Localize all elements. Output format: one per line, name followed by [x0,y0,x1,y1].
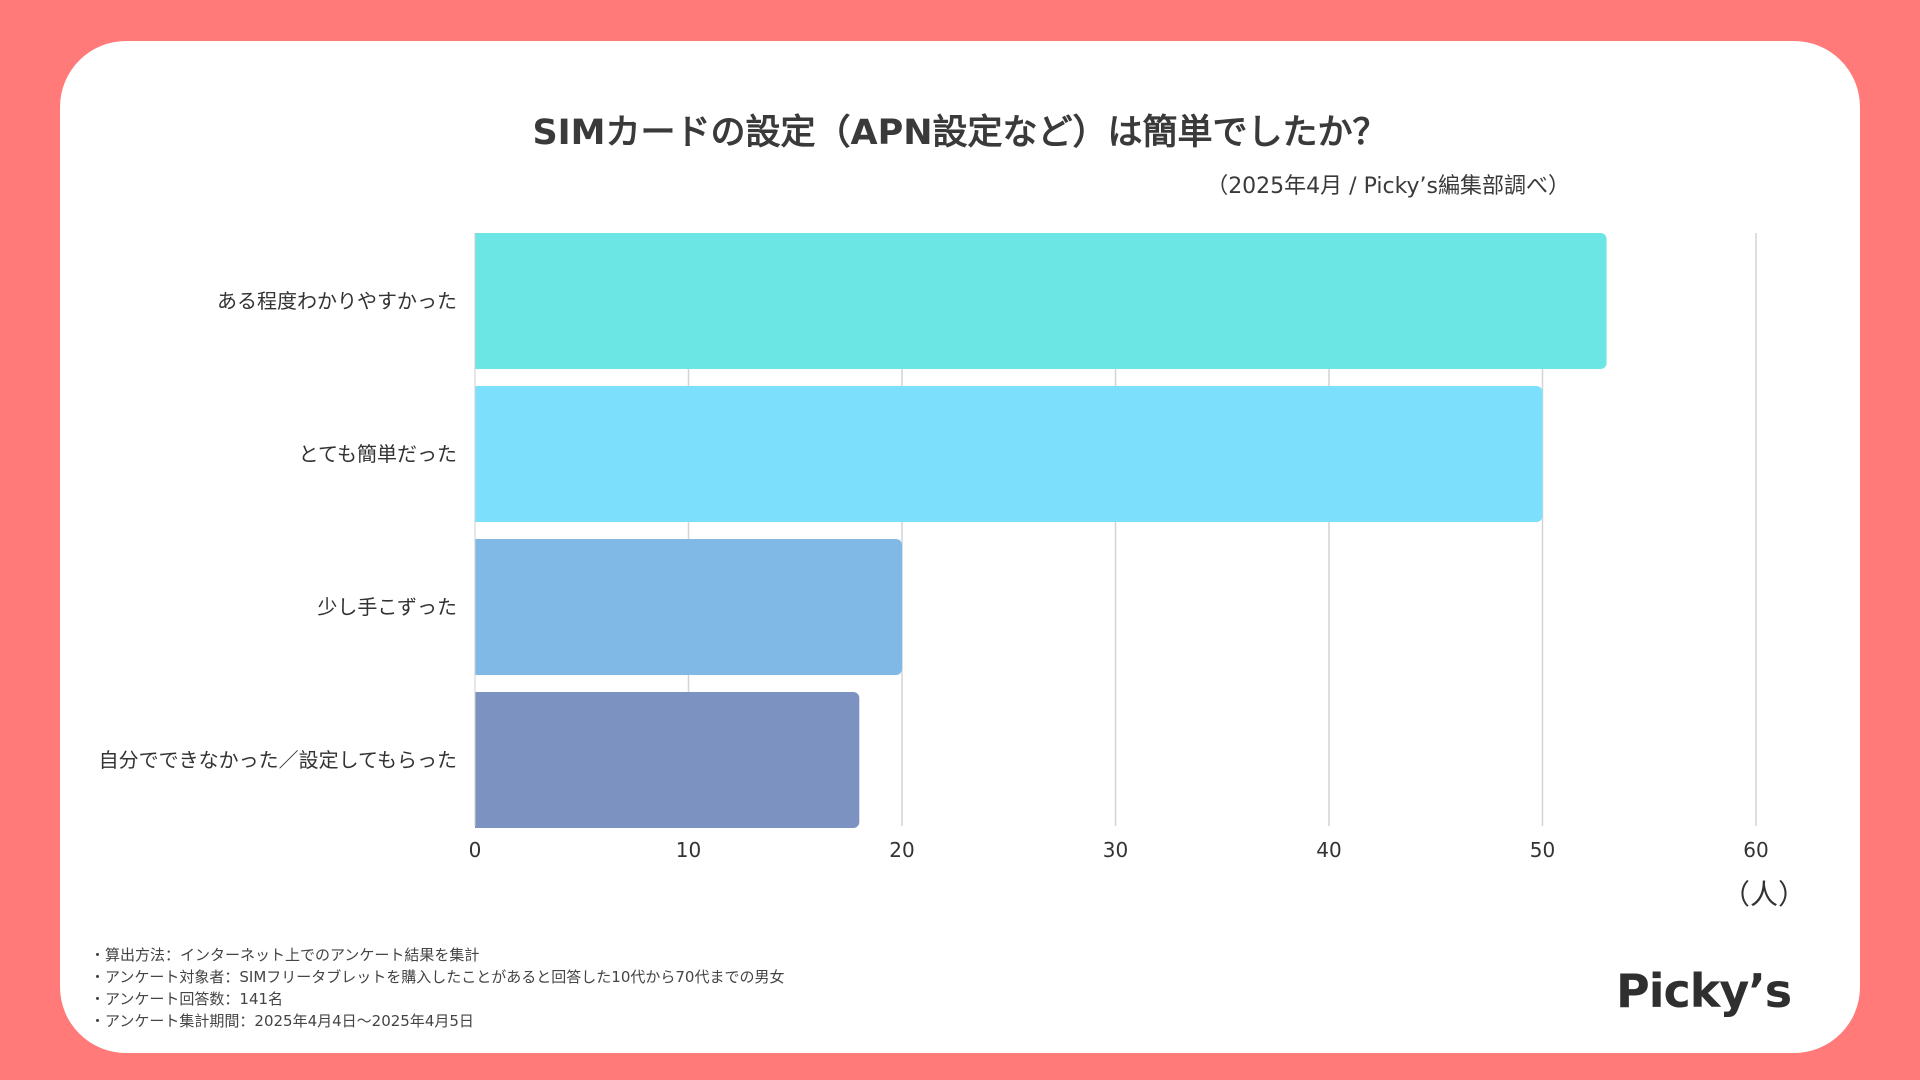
bar-1 [475,233,1607,369]
x-tick-label-0: 0 [469,838,482,862]
category-label-4: 自分でできなかった／設定してもらった [99,748,457,772]
chart-card [60,41,1860,1053]
bar-4-base [475,692,483,828]
category-label-2: とても簡単だった [299,442,457,466]
note-count: ・アンケート回答数：141名 [90,990,284,1008]
category-label-3: 少し手こずった [317,595,457,619]
x-axis-unit-label: （人） [1722,878,1807,911]
x-tick-label-40: 40 [1316,838,1341,862]
pickys-logo: Picky’s [1616,964,1792,1018]
x-tick-label-10: 10 [676,838,701,862]
bar-4 [475,692,860,828]
bar-3-base [475,539,483,675]
x-tick-label-30: 30 [1103,838,1128,862]
note-target: ・アンケート対象者：SIMフリータブレットを購入したことがあると回答した10代か… [90,968,785,986]
category-label-1: ある程度わかりやすかった [217,289,457,313]
note-period: ・アンケート集計期間：2025年4月4日〜2025年4月5日 [90,1012,474,1030]
bar-1-base [475,233,483,369]
survey-notes: ・算出方法：インターネット上でのアンケート結果を集計 ・アンケート対象者：SIM… [90,944,784,1032]
x-tick-label-50: 50 [1530,838,1555,862]
chart-title: SIMカードの設定（APN設定など）は簡単でしたか？ [532,113,1388,153]
bar-2 [475,386,1543,522]
note-method: ・算出方法：インターネット上でのアンケート結果を集計 [90,946,480,964]
bar-3 [475,539,902,675]
x-tick-label-60: 60 [1743,838,1768,862]
x-tick-label-20: 20 [889,838,914,862]
chart-subtitle: （2025年4月 / Picky’s編集部調べ） [1206,174,1570,199]
bar-2-base [475,386,483,522]
